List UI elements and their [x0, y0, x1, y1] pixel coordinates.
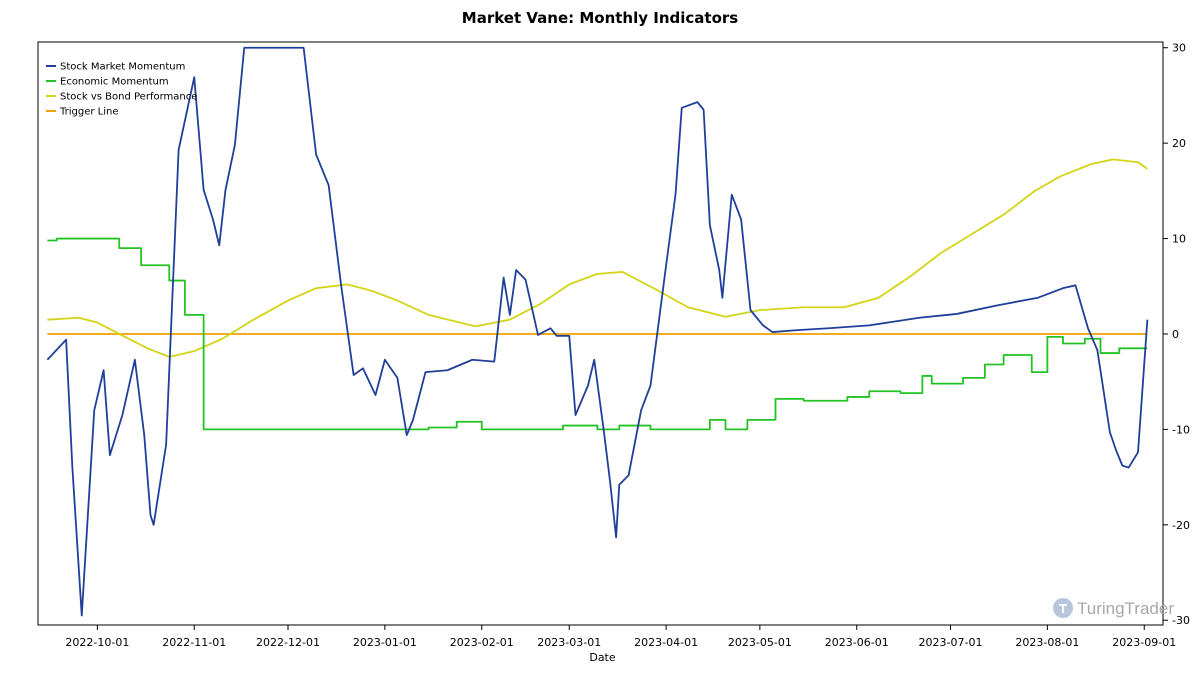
x-tick-label: 2022-12-01: [256, 636, 320, 649]
y-tick-label: 30: [1172, 42, 1186, 55]
x-tick-label: 2023-09-01: [1112, 636, 1176, 649]
watermark-logo-icon: [1053, 598, 1073, 618]
legend-label: Stock vs Bond Performance: [60, 92, 197, 103]
x-tick-label: 2023-08-01: [1015, 636, 1079, 649]
legend-label: Trigger Line: [59, 107, 119, 118]
y-tick-label: 0: [1172, 328, 1179, 341]
y-tick-label: -20: [1172, 519, 1190, 532]
series-line-stock-vs-bond-performance: [47, 158, 1148, 358]
x-tick-label: 2023-05-01: [728, 636, 792, 649]
x-tick-label: 2023-07-01: [919, 636, 983, 649]
x-axis-label: Date: [589, 651, 616, 664]
x-tick-label: 2023-06-01: [825, 636, 889, 649]
x-tick-label: 2022-10-01: [65, 636, 129, 649]
y-tick-label: 10: [1172, 233, 1186, 246]
legend-label: Stock Market Momentum: [60, 62, 185, 73]
chart-title: Market Vane: Monthly Indicators: [461, 9, 739, 27]
series-line-stock-market-momentum: [46, 46, 1149, 617]
x-tick-label: 2023-01-01: [353, 636, 417, 649]
y-tick-label: 20: [1172, 137, 1186, 150]
series-line-economic-momentum: [47, 237, 1148, 431]
x-tick-label: 2022-11-01: [162, 636, 226, 649]
x-tick-label: 2023-03-01: [537, 636, 601, 649]
y-tick-label: -10: [1172, 423, 1190, 436]
y-tick-label: -30: [1172, 614, 1190, 627]
x-tick-label: 2023-04-01: [634, 636, 698, 649]
watermark-logo-glyph: T: [1059, 602, 1068, 616]
x-tick-label: 2023-02-01: [450, 636, 514, 649]
watermark-text: TuringTrader: [1077, 599, 1174, 618]
legend-label: Economic Momentum: [60, 77, 169, 88]
